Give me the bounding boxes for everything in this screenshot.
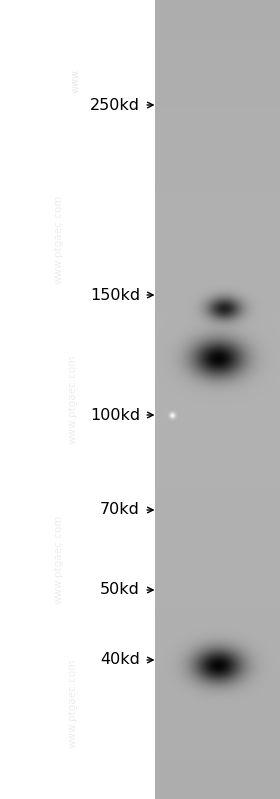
Text: www.ptgaec.com: www.ptgaec.com — [68, 355, 78, 444]
Text: 150kd: 150kd — [90, 288, 140, 303]
Text: www.ptgaec.com: www.ptgaec.com — [68, 658, 78, 748]
Text: 50kd: 50kd — [100, 582, 140, 598]
Text: 70kd: 70kd — [100, 503, 140, 518]
Text: 40kd: 40kd — [100, 653, 140, 667]
Text: www.ptgaec.com: www.ptgaec.com — [54, 515, 64, 604]
Text: 100kd: 100kd — [90, 407, 140, 423]
Text: www.: www. — [71, 67, 81, 93]
Text: www.ptgaec.com: www.ptgaec.com — [54, 195, 64, 284]
Text: 250kd: 250kd — [90, 97, 140, 113]
